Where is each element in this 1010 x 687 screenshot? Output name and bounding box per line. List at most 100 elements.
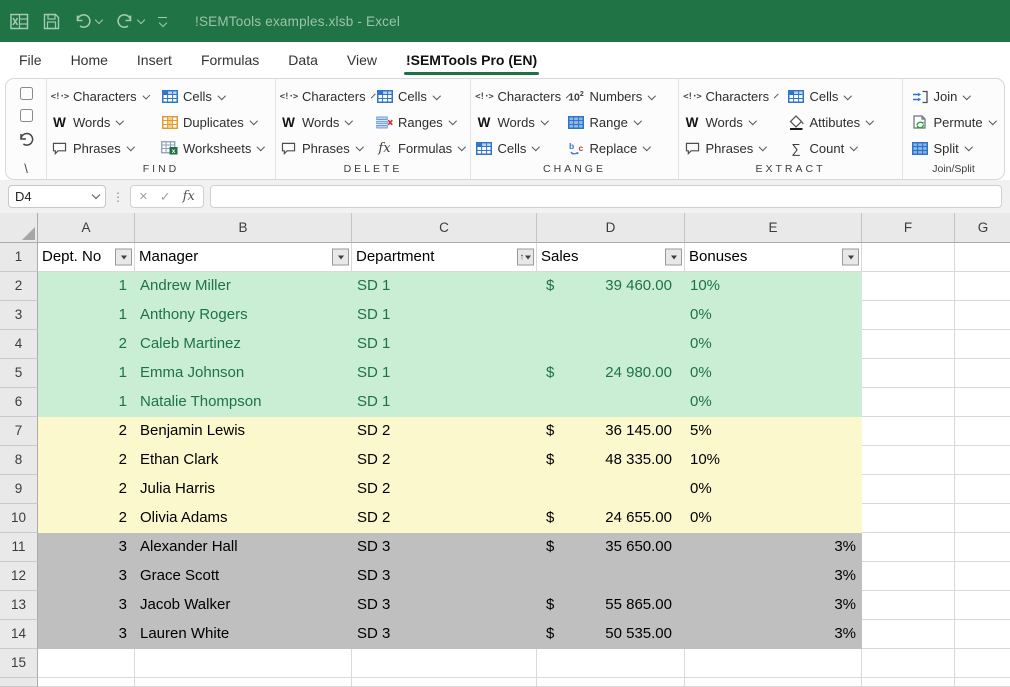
cell-D1[interactable]: Sales — [537, 243, 685, 272]
cell-C10[interactable]: SD 2 — [352, 504, 537, 533]
cell-A11[interactable]: 3 — [38, 533, 135, 562]
cancel-button[interactable]: × — [139, 188, 148, 205]
filter-button-manager[interactable] — [332, 248, 349, 266]
filter-button-sales[interactable] — [665, 248, 682, 266]
ribbon-button-extract-phrases[interactable]: Phrases — [680, 140, 780, 157]
cell-C7[interactable]: SD 2 — [352, 417, 537, 446]
cell-F6[interactable] — [862, 388, 955, 417]
cell-G2[interactable] — [955, 272, 1010, 301]
name-box[interactable]: D4 — [8, 185, 106, 208]
column-header-A[interactable]: A — [38, 213, 135, 243]
row-header-14[interactable]: 14 — [0, 620, 38, 649]
row-header-12[interactable]: 12 — [0, 562, 38, 591]
cell-E8[interactable]: 10% — [685, 446, 862, 475]
cell-F2[interactable] — [862, 272, 955, 301]
cell-G7[interactable] — [955, 417, 1010, 446]
ribbon-button-delete-characters[interactable]: <!·> Characters — [276, 88, 376, 105]
cell-A8[interactable]: 2 — [38, 446, 135, 475]
row-header-15[interactable]: 15 — [0, 649, 38, 678]
cell-A13[interactable]: 3 — [38, 591, 135, 620]
cell-C-partial[interactable] — [352, 678, 537, 687]
cell-E-partial[interactable] — [685, 678, 862, 687]
cell-A9[interactable]: 2 — [38, 475, 135, 504]
column-header-E[interactable]: E — [685, 213, 862, 243]
cell-E7[interactable]: 5% — [685, 417, 862, 446]
cell-C15[interactable] — [352, 649, 537, 678]
row-header-10[interactable]: 10 — [0, 504, 38, 533]
cell-F3[interactable] — [862, 301, 955, 330]
cell-F5[interactable] — [862, 359, 955, 388]
ribbon-button-join-split-split[interactable]: Split — [908, 140, 1000, 157]
column-header-B[interactable]: B — [135, 213, 352, 243]
cell-D12[interactable] — [537, 562, 685, 591]
cell-D11[interactable]: $35 650.00 — [537, 533, 685, 562]
row-header-2[interactable]: 2 — [0, 272, 38, 301]
row-header-1[interactable]: 1 — [0, 243, 38, 272]
cell-G10[interactable] — [955, 504, 1010, 533]
cell-C11[interactable]: SD 3 — [352, 533, 537, 562]
cell-G3[interactable] — [955, 301, 1010, 330]
ribbon-button-change-numbers[interactable]: 102 Numbers — [564, 88, 678, 105]
cell-B2[interactable]: Andrew Miller — [135, 272, 352, 301]
enter-button[interactable]: ✓ — [159, 188, 171, 204]
cell-G5[interactable] — [955, 359, 1010, 388]
cell-C9[interactable]: SD 2 — [352, 475, 537, 504]
cell-B7[interactable]: Benjamin Lewis — [135, 417, 352, 446]
column-header-F[interactable]: F — [862, 213, 955, 243]
row-header-3[interactable]: 3 — [0, 301, 38, 330]
cell-G4[interactable] — [955, 330, 1010, 359]
checkbox-bottom[interactable] — [19, 109, 33, 123]
cell-E5[interactable]: 0% — [685, 359, 862, 388]
cell-E12[interactable]: 3% — [685, 562, 862, 591]
cell-E10[interactable]: 0% — [685, 504, 862, 533]
cell-B9[interactable]: Julia Harris — [135, 475, 352, 504]
cell-D-partial[interactable] — [537, 678, 685, 687]
cell-E11[interactable]: 3% — [685, 533, 862, 562]
ribbon-button-change-characters[interactable]: <!·> Characters — [472, 88, 571, 105]
cell-G1[interactable] — [955, 243, 1010, 272]
row-header-7[interactable]: 7 — [0, 417, 38, 446]
tab-insert[interactable]: Insert — [136, 52, 172, 68]
cell-F13[interactable] — [862, 591, 955, 620]
cell-G11[interactable] — [955, 533, 1010, 562]
column-header-C[interactable]: C — [352, 213, 537, 243]
cell-A14[interactable]: 3 — [38, 620, 135, 649]
ribbon-button-find-words[interactable]: W Words — [47, 114, 153, 131]
cell-F8[interactable] — [862, 446, 955, 475]
cell-C6[interactable]: SD 1 — [352, 388, 537, 417]
cell-F14[interactable] — [862, 620, 955, 649]
cell-C3[interactable]: SD 1 — [352, 301, 537, 330]
cell-E15[interactable] — [685, 649, 862, 678]
undo-rail-button[interactable] — [18, 132, 35, 152]
cell-G6[interactable] — [955, 388, 1010, 417]
cell-E9[interactable]: 0% — [685, 475, 862, 504]
save-button[interactable] — [43, 13, 60, 30]
customize-qat-button[interactable] — [158, 16, 167, 27]
formula-input[interactable] — [209, 185, 1002, 208]
column-header-G[interactable]: G — [955, 213, 1010, 243]
cell-F9[interactable] — [862, 475, 955, 504]
cell-F-partial[interactable] — [862, 678, 955, 687]
cell-A6[interactable]: 1 — [38, 388, 135, 417]
cell-A5[interactable]: 1 — [38, 359, 135, 388]
ribbon-button-find-worksheets[interactable]: x Worksheets — [157, 140, 275, 157]
ribbon-button-find-duplicates[interactable]: Duplicates — [157, 114, 275, 131]
cell-D15[interactable] — [537, 649, 685, 678]
cell-D13[interactable]: $55 865.00 — [537, 591, 685, 620]
cell-B6[interactable]: Natalie Thompson — [135, 388, 352, 417]
select-all-button[interactable] — [0, 213, 38, 243]
row-header-9[interactable]: 9 — [0, 475, 38, 504]
cell-B12[interactable]: Grace Scott — [135, 562, 352, 591]
cell-G-partial[interactable] — [955, 678, 1010, 687]
ribbon-button-change-replace[interactable]: b c Replace — [564, 140, 678, 157]
row-header-11[interactable]: 11 — [0, 533, 38, 562]
cell-D8[interactable]: $48 335.00 — [537, 446, 685, 475]
cell-F11[interactable] — [862, 533, 955, 562]
cell-D7[interactable]: $36 145.00 — [537, 417, 685, 446]
cell-C8[interactable]: SD 2 — [352, 446, 537, 475]
row-header-13[interactable]: 13 — [0, 591, 38, 620]
column-header-D[interactable]: D — [537, 213, 685, 243]
cell-B11[interactable]: Alexander Hall — [135, 533, 352, 562]
cell-E3[interactable]: 0% — [685, 301, 862, 330]
cell-F7[interactable] — [862, 417, 955, 446]
